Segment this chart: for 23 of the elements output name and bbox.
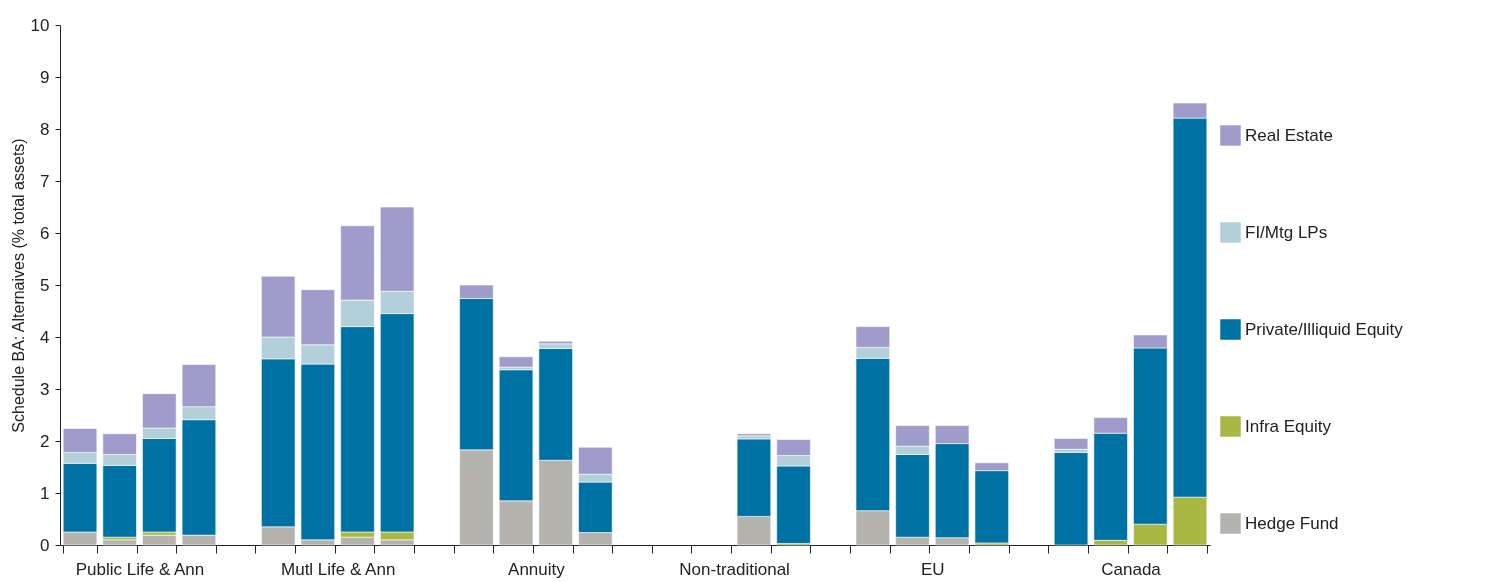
- x-tick-label: Mutl Life & Ann: [281, 559, 396, 579]
- x-tick-label: EU: [921, 559, 945, 579]
- x-tick-label: Canada: [1101, 559, 1162, 579]
- y-tick-label: 10: [30, 15, 50, 35]
- x-tick-label: Non-traditional: [679, 559, 790, 579]
- y-tick-label: 9: [40, 67, 50, 87]
- legend-label: Real Estate: [1245, 125, 1333, 145]
- y-tick-label: 8: [40, 119, 50, 139]
- y-axis-title: Schedule BA: Alternaives (% total assets): [9, 138, 27, 433]
- legend-label: Private/Illiquid Equity: [1245, 319, 1404, 339]
- y-tick-label: 0: [40, 535, 50, 555]
- y-tick-label: 5: [40, 275, 50, 295]
- x-tick-label: Public Life & Ann: [75, 559, 205, 579]
- y-tick-label: 6: [40, 223, 50, 243]
- y-tick-label: 4: [40, 327, 50, 347]
- legend-label: FI/Mtg LPs: [1245, 222, 1328, 242]
- y-tick-label: 3: [40, 379, 50, 399]
- y-tick-label: 7: [40, 171, 50, 191]
- legend-label: Infra Equity: [1245, 416, 1332, 436]
- y-tick-label: 1: [40, 483, 50, 503]
- x-tick-label: Annuity: [508, 559, 566, 579]
- legend-label: Hedge Fund: [1245, 513, 1339, 533]
- y-tick-label: 2: [40, 431, 50, 451]
